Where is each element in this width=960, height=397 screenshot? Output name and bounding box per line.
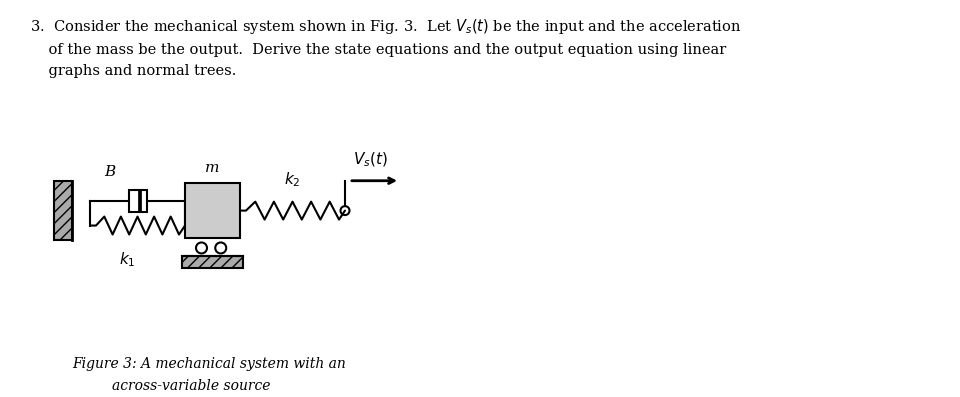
Bar — [54, 181, 72, 240]
Bar — [182, 256, 243, 268]
Bar — [129, 190, 147, 212]
Text: $V_s(t)$: $V_s(t)$ — [352, 150, 388, 169]
Text: Figure 3: A mechanical system with an: Figure 3: A mechanical system with an — [72, 357, 346, 372]
Text: $k_1$: $k_1$ — [119, 251, 135, 269]
Text: across-variable source: across-variable source — [112, 380, 271, 393]
Bar — [185, 183, 240, 238]
Text: $k_2$: $k_2$ — [284, 170, 300, 189]
Text: 3.  Consider the mechanical system shown in Fig. 3.  Let $V_s(t)$ be the input a: 3. Consider the mechanical system shown … — [30, 17, 741, 78]
Text: B: B — [104, 165, 115, 179]
Text: m: m — [205, 161, 220, 175]
